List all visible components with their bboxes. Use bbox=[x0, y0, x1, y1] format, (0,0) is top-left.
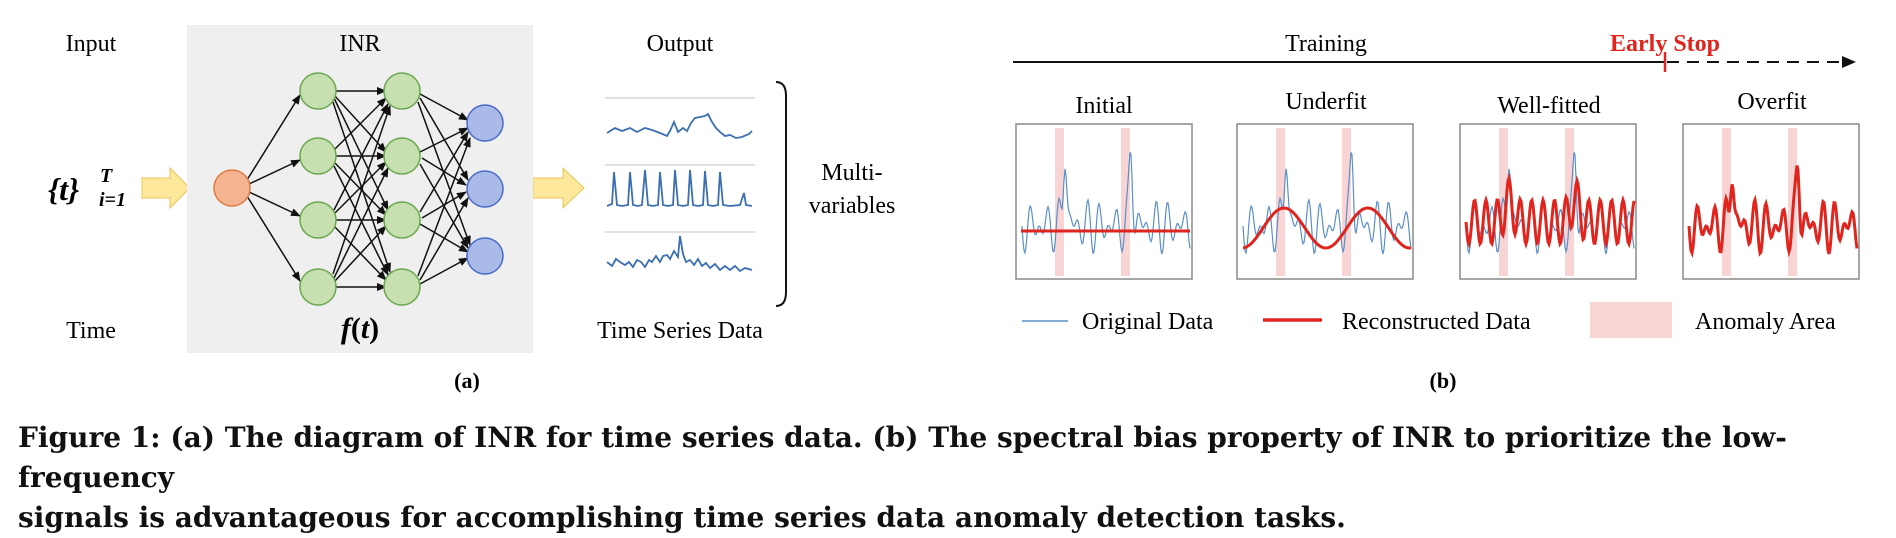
stage-box-initial bbox=[1015, 123, 1193, 280]
anomaly-area bbox=[1055, 128, 1064, 276]
output-node bbox=[466, 237, 504, 275]
output-node bbox=[466, 170, 504, 208]
legend-anomaly-label: Anomaly Area bbox=[1695, 309, 1836, 335]
output-series-1 bbox=[606, 112, 753, 139]
network-edges bbox=[246, 87, 471, 291]
multivariable-bracket bbox=[775, 81, 787, 307]
legend-original-label: Original Data bbox=[1082, 309, 1214, 335]
hidden-node bbox=[299, 268, 337, 306]
stage-box-overfit bbox=[1682, 123, 1860, 280]
figure-caption: Figure 1: (a) The diagram of INR for tim… bbox=[18, 418, 1878, 538]
input-node bbox=[213, 169, 251, 207]
hidden-node bbox=[299, 137, 337, 175]
legend-anomaly-swatch bbox=[1590, 302, 1672, 338]
reconstructed-data-line bbox=[1242, 206, 1412, 250]
hidden-node bbox=[299, 201, 337, 239]
output-series-2 bbox=[606, 169, 753, 207]
output-node bbox=[466, 104, 504, 142]
anomaly-area bbox=[1276, 128, 1285, 276]
stage-title-well-fitted: Well-fitted bbox=[1497, 93, 1600, 119]
multi-label-2: variables bbox=[809, 193, 896, 219]
stage-box-underfit bbox=[1236, 123, 1414, 280]
input-set-notation: {t} T i=1 bbox=[48, 165, 126, 211]
multi-label-1: Multi- bbox=[821, 160, 882, 186]
anomaly-area bbox=[1121, 128, 1130, 276]
input-arrow-icon bbox=[141, 166, 191, 210]
output-label: Output bbox=[647, 31, 714, 57]
anomaly-area bbox=[1342, 128, 1351, 276]
time-series-label: Time Series Data bbox=[597, 318, 763, 344]
input-set-sup: T bbox=[100, 165, 113, 187]
panel-a-sublabel: (a) bbox=[454, 368, 480, 393]
hidden-node bbox=[383, 72, 421, 110]
stage-box-well-fitted bbox=[1459, 123, 1637, 280]
reconstructed-data-line bbox=[1464, 172, 1636, 250]
output-series-panels bbox=[605, 97, 755, 273]
output-arrow-icon bbox=[532, 166, 585, 210]
network-nodes bbox=[213, 72, 504, 306]
training-label: Training bbox=[1285, 31, 1367, 57]
legend: Original Data Reconstructed Data Anomaly… bbox=[1022, 302, 1836, 338]
early-stop-label: Early Stop bbox=[1610, 31, 1720, 57]
panel-a: Input Time {t} T i=1 INR f(t) bbox=[48, 25, 895, 393]
caption-line-2: signals is advantageous for accomplishin… bbox=[18, 501, 1346, 534]
caption-line-1: Figure 1: (a) The diagram of INR for tim… bbox=[18, 421, 1787, 494]
time-label: Time bbox=[66, 318, 116, 344]
timeline-arrowhead-icon bbox=[1842, 56, 1856, 68]
stage-title-initial: Initial bbox=[1075, 93, 1133, 119]
reconstructed-data-line bbox=[1687, 165, 1859, 259]
output-series-3 bbox=[606, 235, 753, 273]
input-set: {t} bbox=[48, 171, 79, 207]
input-label: Input bbox=[66, 31, 117, 57]
hidden-node bbox=[383, 201, 421, 239]
hidden-node bbox=[299, 72, 337, 110]
hidden-node bbox=[383, 137, 421, 175]
hidden-node bbox=[383, 268, 421, 306]
stage-title-overfit: Overfit bbox=[1737, 89, 1807, 115]
panel-b-sublabel: (b) bbox=[1430, 368, 1457, 393]
function-label: f(t) bbox=[341, 312, 379, 345]
figure-canvas: Input Time {t} T i=1 INR f(t) bbox=[48, 25, 1860, 393]
inr-label: INR bbox=[339, 31, 380, 57]
stage-title-underfit: Underfit bbox=[1285, 89, 1367, 115]
legend-reconstructed-label: Reconstructed Data bbox=[1342, 309, 1531, 335]
anomaly-area bbox=[1499, 128, 1508, 276]
anomaly-area bbox=[1565, 128, 1574, 276]
panel-b: Training Early Stop Initial Underfit Wel… bbox=[1013, 31, 1860, 393]
input-set-sub: i=1 bbox=[99, 189, 126, 211]
